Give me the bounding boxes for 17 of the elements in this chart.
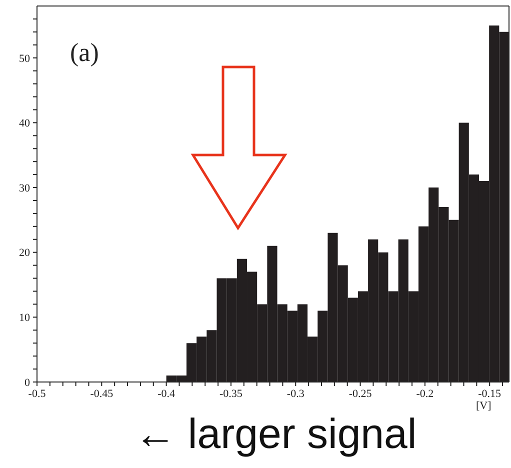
x-tick-label: -0.35 xyxy=(220,388,243,400)
y-tick-label: 50 xyxy=(19,52,30,65)
x-tick-label: -0.3 xyxy=(286,388,305,400)
y-tick-label: 0 xyxy=(24,376,30,389)
y-tick-label: 40 xyxy=(19,118,30,130)
y-tick-label: 20 xyxy=(19,247,30,260)
y-tick-label: 10 xyxy=(19,312,30,324)
y-tick-label: 30 xyxy=(19,182,30,194)
x-tick-label: -0.25 xyxy=(348,388,372,400)
x-tick-label: -0.2 xyxy=(416,388,434,400)
x-tick-label: -0.4 xyxy=(158,388,176,400)
x-tick-label: -0.15 xyxy=(478,388,502,400)
x-tick-label: -0.5 xyxy=(28,388,46,400)
annotation: (a) xyxy=(70,38,99,68)
text: ← larger signal xyxy=(134,410,417,457)
x-axis-title: [V] xyxy=(476,400,492,412)
x-tick-label: -0.45 xyxy=(90,388,114,400)
